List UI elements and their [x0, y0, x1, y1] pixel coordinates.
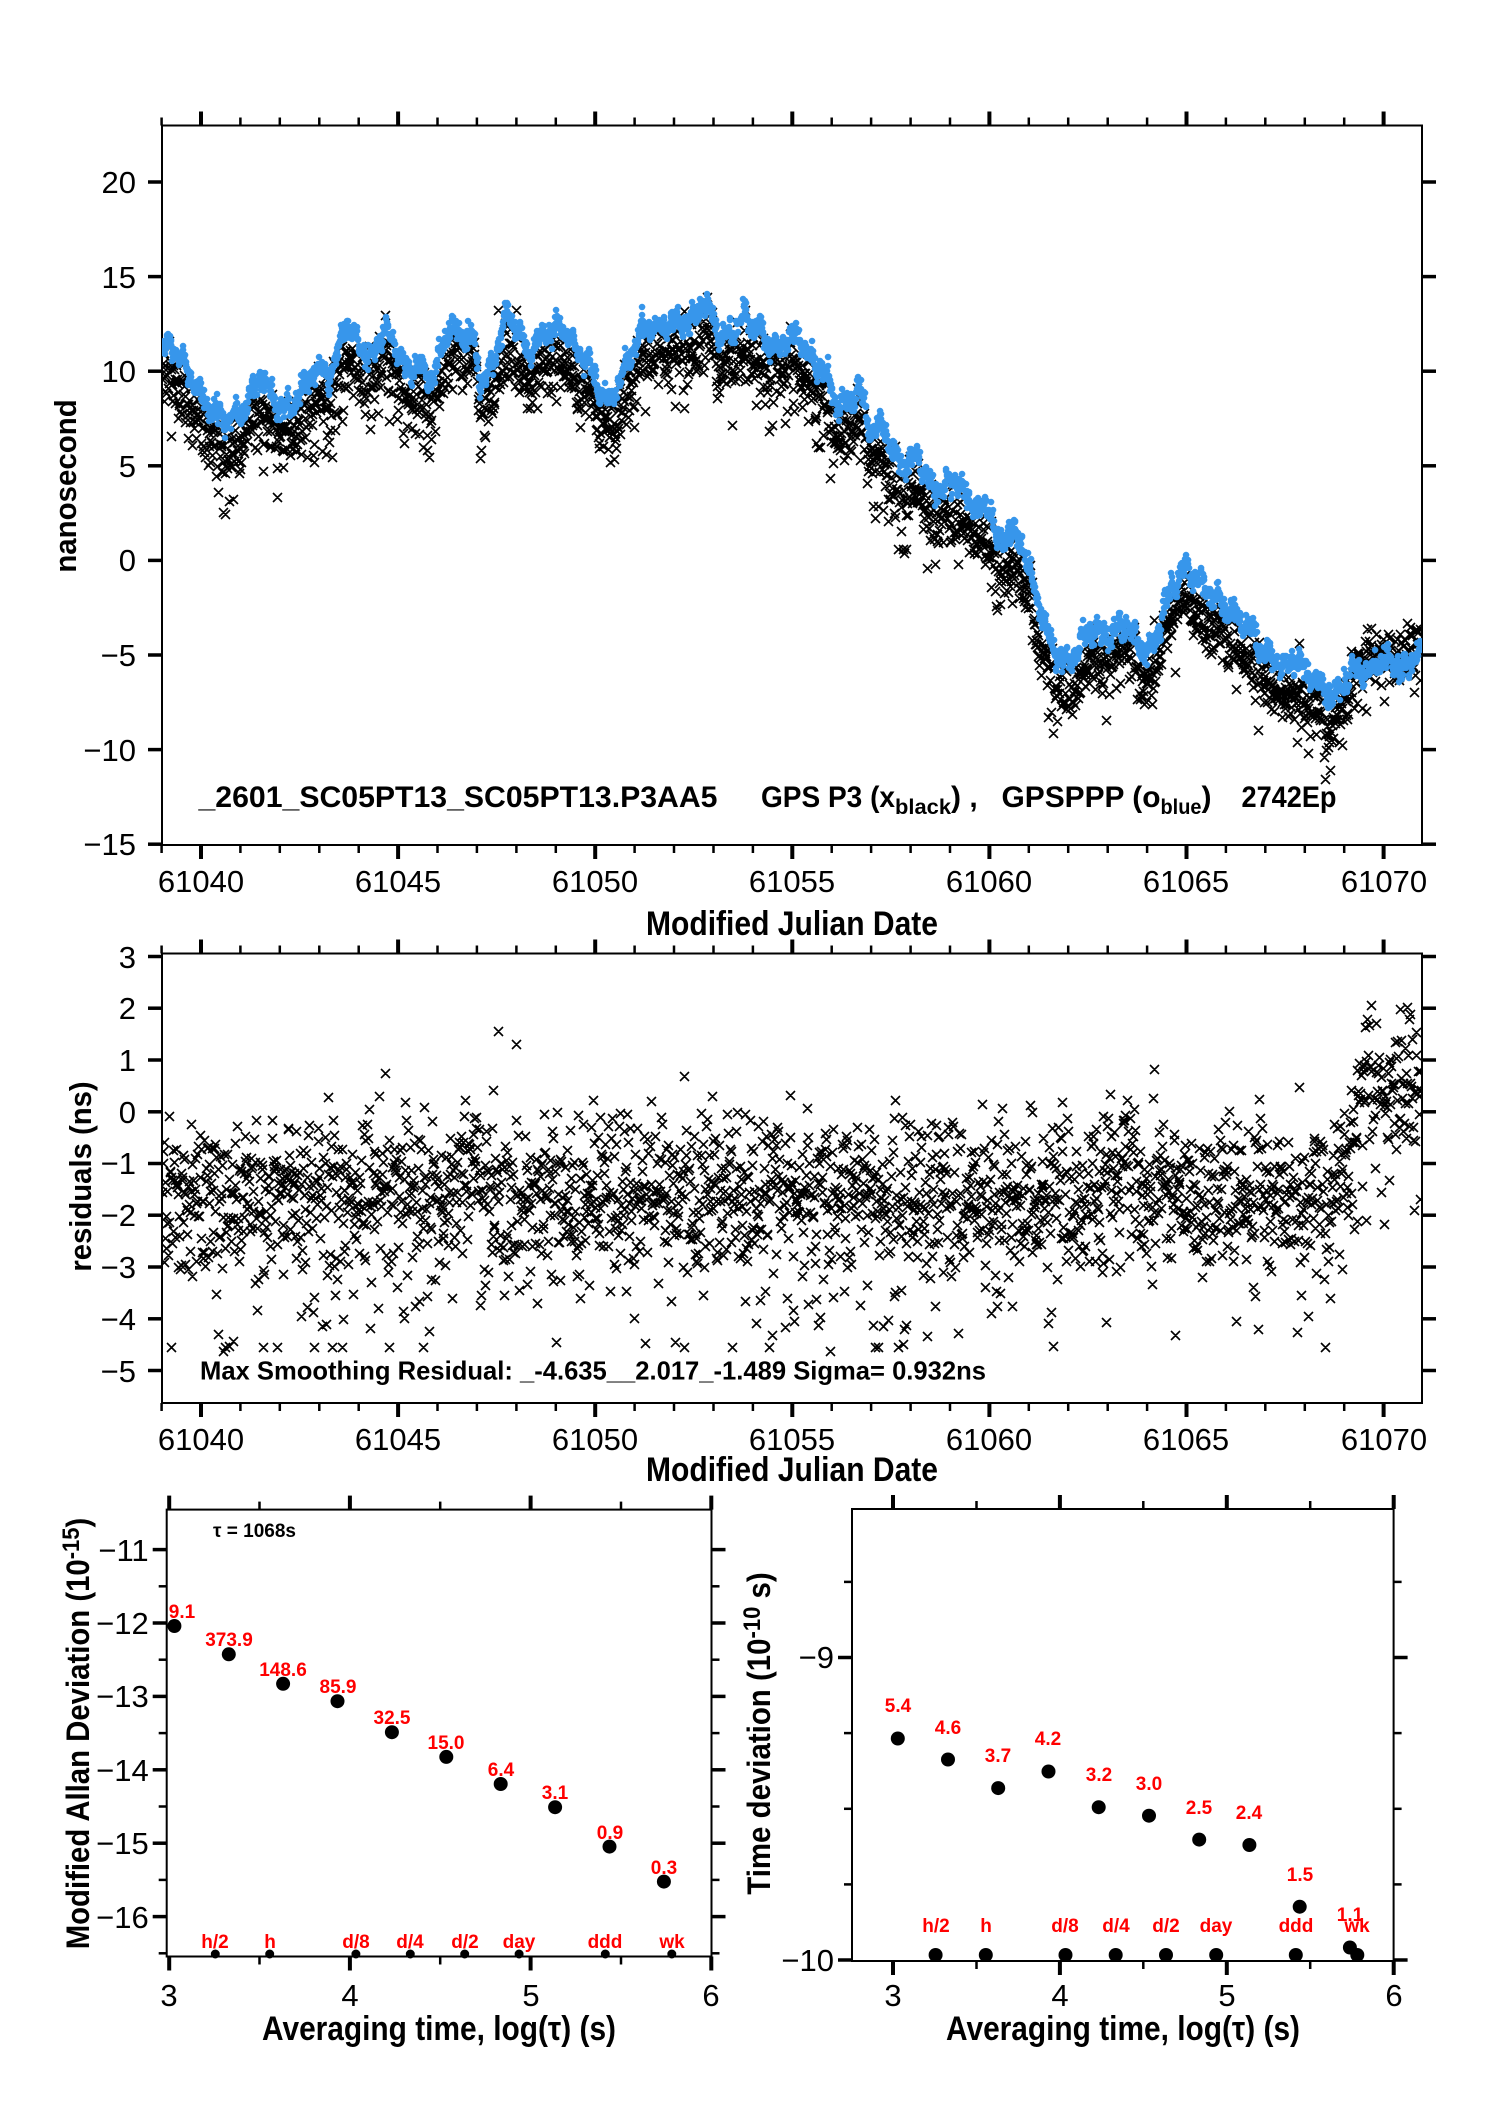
svg-text:h: h [264, 1932, 276, 1953]
svg-text:−13: −13 [96, 1679, 149, 1714]
svg-text:0: 0 [119, 543, 136, 578]
svg-text:d/4: d/4 [396, 1932, 424, 1953]
svg-text:2.4: 2.4 [1236, 1803, 1263, 1824]
svg-text:61050: 61050 [552, 864, 638, 899]
svg-text:GPSPPP (oblue): GPSPPP (oblue) [1002, 781, 1212, 819]
svg-text:Averaging time, log(τ) (s): Averaging time, log(τ) (s) [946, 2010, 1300, 2048]
svg-text:1: 1 [119, 1043, 136, 1078]
svg-text:Modified Julian Date: Modified Julian Date [646, 905, 938, 943]
svg-text:61065: 61065 [1143, 1422, 1229, 1457]
svg-text:0.9: 0.9 [597, 1823, 623, 1844]
svg-text:61060: 61060 [946, 1422, 1032, 1457]
svg-text:day: day [1200, 1916, 1233, 1937]
svg-text:−1: −1 [101, 1146, 136, 1181]
svg-text:6.4: 6.4 [488, 1760, 515, 1781]
svg-text:3: 3 [160, 1978, 177, 2013]
svg-text:61040: 61040 [158, 1422, 244, 1457]
svg-text:2.5: 2.5 [1186, 1798, 1213, 1819]
svg-text:h: h [980, 1916, 992, 1937]
svg-text:2: 2 [119, 991, 136, 1026]
svg-text:0: 0 [119, 1095, 136, 1130]
svg-text:wk: wk [658, 1932, 685, 1953]
svg-text:−3: −3 [101, 1250, 136, 1285]
svg-text:1.1: 1.1 [1337, 1905, 1364, 1926]
svg-text:−12: −12 [96, 1606, 149, 1641]
svg-text:61055: 61055 [749, 1422, 835, 1457]
svg-text:ddd: ddd [588, 1932, 623, 1953]
svg-text:2742Ep: 2742Ep [1242, 781, 1337, 814]
svg-text:−10: −10 [83, 733, 136, 768]
svg-text:−15: −15 [83, 827, 136, 862]
svg-text:15.0: 15.0 [428, 1733, 465, 1754]
svg-text:61060: 61060 [946, 864, 1032, 899]
svg-text:3.7: 3.7 [985, 1746, 1011, 1767]
svg-text:373.9: 373.9 [205, 1630, 253, 1651]
svg-text:GPS P3 (xblack) ,: GPS P3 (xblack) , [761, 781, 978, 819]
svg-text:85.9: 85.9 [320, 1677, 357, 1698]
svg-text:61040: 61040 [158, 864, 244, 899]
svg-text:10: 10 [102, 354, 136, 389]
svg-text:τ = 1068s: τ = 1068s [213, 1521, 296, 1542]
svg-text:61055: 61055 [749, 864, 835, 899]
svg-text:4.6: 4.6 [935, 1718, 961, 1739]
svg-text:−4: −4 [101, 1302, 136, 1337]
svg-text:ddd: ddd [1279, 1916, 1314, 1937]
svg-text:Max Smoothing Residual: _-4.63: Max Smoothing Residual: _-4.635__2.017_-… [200, 1356, 986, 1386]
svg-text:residuals (ns): residuals (ns) [64, 1081, 98, 1271]
svg-text:32.5: 32.5 [374, 1708, 411, 1729]
svg-text:9.1: 9.1 [169, 1602, 196, 1623]
svg-text:h/2: h/2 [201, 1932, 228, 1953]
svg-text:d/8: d/8 [342, 1932, 369, 1953]
svg-text:5: 5 [119, 449, 136, 484]
svg-text:61045: 61045 [355, 1422, 441, 1457]
svg-text:3.0: 3.0 [1136, 1774, 1162, 1795]
svg-text:d/4: d/4 [1102, 1916, 1130, 1937]
svg-text:Averaging time, log(τ) (s): Averaging time, log(τ) (s) [262, 2010, 616, 2048]
svg-text:−2: −2 [101, 1198, 136, 1233]
svg-text:4.2: 4.2 [1035, 1729, 1061, 1750]
svg-text:_2601_SC05PT13_SC05PT13.P3AA5: _2601_SC05PT13_SC05PT13.P3AA5 [197, 781, 717, 814]
svg-text:4: 4 [1051, 1978, 1068, 2013]
svg-text:3: 3 [119, 940, 136, 975]
svg-text:61070: 61070 [1341, 1422, 1427, 1457]
svg-text:nanosecond: nanosecond [49, 399, 83, 572]
svg-text:−14: −14 [96, 1753, 149, 1788]
svg-text:0.3: 0.3 [651, 1858, 677, 1879]
svg-text:3.2: 3.2 [1086, 1765, 1112, 1786]
svg-text:d/8: d/8 [1051, 1916, 1078, 1937]
svg-text:61065: 61065 [1143, 864, 1229, 899]
svg-text:6: 6 [1385, 1978, 1402, 2013]
svg-text:148.6: 148.6 [259, 1660, 307, 1681]
svg-text:3: 3 [884, 1978, 901, 2013]
svg-text:wk: wk [1343, 1916, 1370, 1937]
svg-text:4: 4 [341, 1978, 358, 2013]
svg-text:Modified Julian Date: Modified Julian Date [646, 1451, 938, 1489]
svg-text:−16: −16 [96, 1900, 149, 1935]
svg-text:5.4: 5.4 [885, 1696, 912, 1717]
svg-text:61070: 61070 [1341, 864, 1427, 899]
svg-text:−10: −10 [781, 1943, 834, 1978]
svg-text:5: 5 [1218, 1978, 1235, 2013]
svg-text:6: 6 [702, 1978, 719, 2013]
svg-text:−15: −15 [96, 1826, 149, 1861]
svg-text:day: day [503, 1932, 536, 1953]
svg-text:−11: −11 [98, 1533, 148, 1568]
svg-text:61045: 61045 [355, 864, 441, 899]
svg-text:d/2: d/2 [451, 1932, 478, 1953]
svg-text:61050: 61050 [552, 1422, 638, 1457]
svg-text:−9: −9 [799, 1640, 834, 1675]
svg-text:1.5: 1.5 [1287, 1865, 1314, 1886]
svg-text:5: 5 [522, 1978, 539, 2013]
svg-text:d/2: d/2 [1152, 1916, 1179, 1937]
svg-text:−5: −5 [101, 1354, 136, 1389]
svg-text:15: 15 [102, 260, 136, 295]
svg-text:h/2: h/2 [922, 1916, 949, 1937]
svg-text:−5: −5 [101, 638, 136, 673]
svg-text:20: 20 [102, 165, 136, 200]
svg-text:Modified Allan Deviation (10-1: Modified Allan Deviation (10-15) [57, 1518, 96, 1950]
svg-text:3.1: 3.1 [542, 1783, 569, 1804]
